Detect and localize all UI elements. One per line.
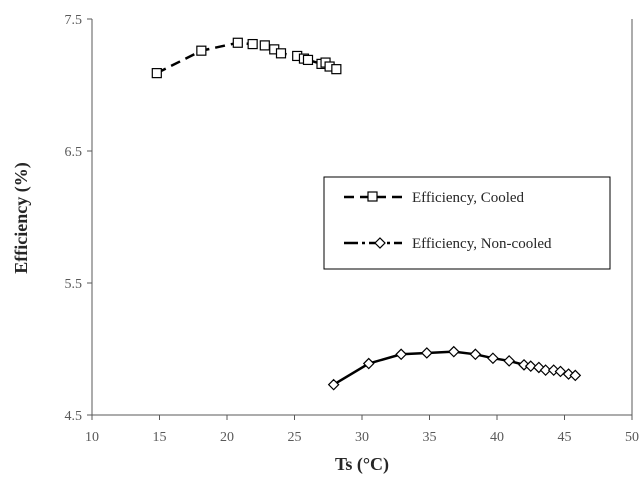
- data-point-diamond: [524, 360, 537, 373]
- data-point-square: [275, 48, 287, 59]
- legend: Efficiency, Cooled Efficiency, Non-coole…: [323, 176, 611, 270]
- data-point-square: [232, 37, 243, 48]
- data-point-square: [247, 38, 258, 50]
- y-axis-ticks: 4.5 5.5 6.5 7.5: [65, 13, 92, 424]
- series-cooled: [151, 37, 342, 79]
- x-tick-label: 30: [355, 430, 369, 445]
- data-point-diamond: [469, 348, 482, 361]
- data-point-diamond: [539, 364, 552, 376]
- data-point-square: [259, 40, 270, 51]
- y-tick-label: 5.5: [65, 277, 83, 292]
- legend-label-noncooled: Efficiency, Non-cooled: [412, 236, 552, 252]
- data-point-square: [196, 45, 207, 56]
- data-point-diamond: [569, 369, 582, 382]
- data-point-diamond: [503, 355, 515, 367]
- x-tick-label: 40: [490, 430, 504, 445]
- data-point-square: [331, 64, 342, 75]
- x-tick-label: 45: [558, 430, 572, 445]
- x-tick-label: 15: [153, 430, 167, 445]
- data-point-diamond: [395, 348, 407, 361]
- x-tick-label: 25: [288, 430, 302, 445]
- data-point-diamond: [447, 345, 460, 358]
- y-axis-title: Efficiency (%): [11, 162, 32, 273]
- legend-marker-cooled: [367, 191, 378, 202]
- x-tick-label: 35: [423, 430, 437, 445]
- legend-label-cooled: Efficiency, Cooled: [412, 190, 525, 206]
- x-tick-label: 20: [220, 430, 234, 445]
- legend-marker-noncooled: [374, 237, 386, 249]
- series-layer: [151, 37, 582, 391]
- data-point-square: [151, 68, 162, 79]
- series-noncooled: [327, 345, 582, 391]
- x-tick-label: 10: [85, 430, 99, 445]
- data-point-diamond: [362, 357, 375, 370]
- y-tick-label: 6.5: [65, 145, 83, 160]
- x-axis-ticks: 10 15 20 25 30 35 40 45 50: [85, 415, 639, 445]
- data-point-diamond: [420, 347, 433, 359]
- y-tick-label: 4.5: [65, 409, 83, 424]
- x-axis-title: Ts (°C): [335, 454, 389, 475]
- y-tick-label: 7.5: [65, 13, 83, 28]
- data-point-diamond: [487, 352, 499, 365]
- data-point-diamond: [327, 378, 340, 391]
- x-tick-label: 50: [625, 430, 639, 445]
- data-point-square: [302, 54, 314, 66]
